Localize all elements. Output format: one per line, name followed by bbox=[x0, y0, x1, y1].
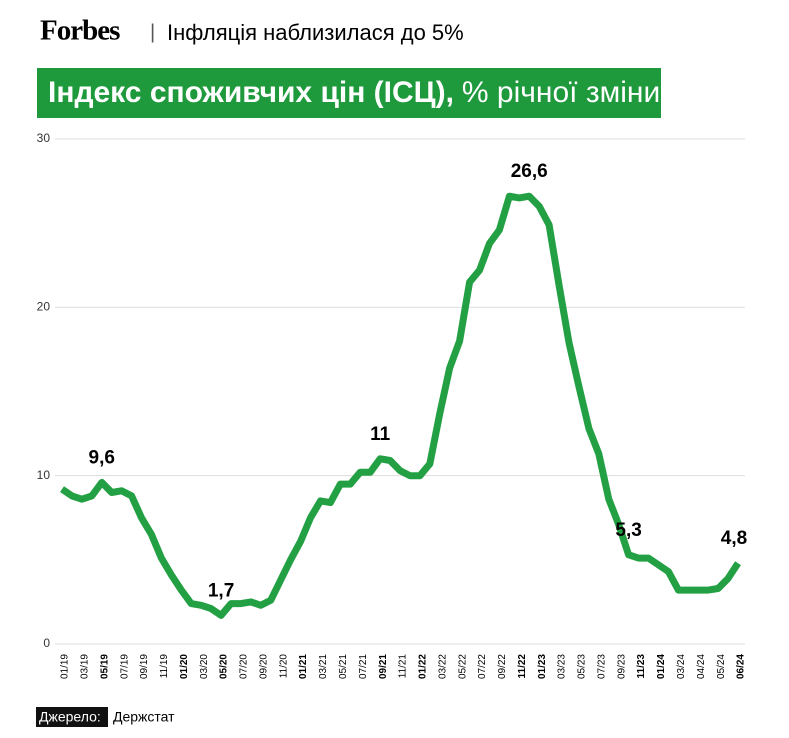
x-tick-label: 11/19 bbox=[159, 654, 170, 679]
line bbox=[60, 192, 741, 619]
x-tick-label: 07/22 bbox=[477, 654, 488, 679]
x-tick-label: 06/24 bbox=[736, 654, 747, 679]
data-label: 5,3 bbox=[615, 520, 641, 541]
x-tick-label: 03/22 bbox=[437, 654, 448, 679]
headline: Інфляція наблизилася до 5% bbox=[167, 20, 464, 45]
x-tick-label: 09/20 bbox=[258, 654, 269, 679]
x-tick-label: 04/24 bbox=[696, 654, 707, 679]
data-label: 1,7 bbox=[208, 580, 234, 601]
x-tick-label: 03/21 bbox=[318, 654, 329, 679]
x-tick-label: 01/24 bbox=[656, 654, 667, 679]
chart-title: Індекс споживчих цін (ІСЦ),% річної змін… bbox=[48, 76, 660, 109]
x-tick-label: 07/23 bbox=[596, 654, 607, 679]
data-label: 9,6 bbox=[89, 447, 115, 468]
data-label: 26,6 bbox=[511, 161, 548, 182]
x-tick-label: 05/21 bbox=[338, 654, 349, 679]
data-label: 4,8 bbox=[721, 528, 747, 549]
x-tick-label: 07/19 bbox=[119, 654, 130, 679]
y-tick-label: 0 bbox=[43, 636, 50, 650]
x-tick-label: 07/20 bbox=[239, 654, 250, 679]
x-tick-label: 05/24 bbox=[716, 654, 727, 679]
y-tick-label: 30 bbox=[37, 131, 51, 145]
x-tick-label: 07/21 bbox=[358, 654, 369, 679]
x-tick-label: 03/23 bbox=[557, 654, 568, 679]
x-tick-label: 05/23 bbox=[577, 654, 588, 679]
y-tick-label: 10 bbox=[37, 468, 51, 482]
x-tick-label: 03/24 bbox=[676, 654, 687, 679]
x-tick-label: 05/19 bbox=[99, 654, 110, 679]
x-tick-label: 05/22 bbox=[457, 654, 468, 679]
data-label: 11 bbox=[370, 424, 391, 445]
x-tick-label: 01/23 bbox=[537, 654, 548, 679]
subtitle: % річної зміни bbox=[462, 76, 660, 109]
x-tick-label: 09/23 bbox=[616, 654, 627, 679]
source-label-box bbox=[36, 707, 108, 727]
source-label: Джерело: bbox=[39, 709, 101, 725]
x-tick-label: 03/19 bbox=[80, 654, 91, 679]
brand: Forbes bbox=[40, 15, 120, 47]
x-tick-label: 09/19 bbox=[139, 654, 150, 679]
x-tick-label: 01/20 bbox=[179, 654, 190, 679]
x-tick-label: 01/22 bbox=[418, 654, 429, 679]
source: Держстат bbox=[113, 709, 175, 725]
x-tick-label: 11/22 bbox=[517, 654, 528, 679]
x-tick-label: 11/21 bbox=[398, 654, 409, 679]
x-tick-label: 01/19 bbox=[60, 654, 71, 679]
y-tick-label: 20 bbox=[37, 300, 51, 314]
x-tick-label: 11/23 bbox=[636, 654, 647, 679]
x-tick-label: 05/20 bbox=[219, 654, 230, 679]
x-tick-label: 01/21 bbox=[298, 654, 309, 679]
x-tick-label: 09/22 bbox=[497, 654, 508, 679]
x-tick-label: 11/20 bbox=[278, 654, 289, 679]
title: Індекс споживчих цін (ІСЦ), bbox=[48, 76, 454, 109]
x-tick-label: 09/21 bbox=[378, 654, 389, 679]
x-tick-label: 03/20 bbox=[199, 654, 210, 679]
title-banner bbox=[37, 68, 661, 118]
separator: | bbox=[150, 21, 155, 43]
